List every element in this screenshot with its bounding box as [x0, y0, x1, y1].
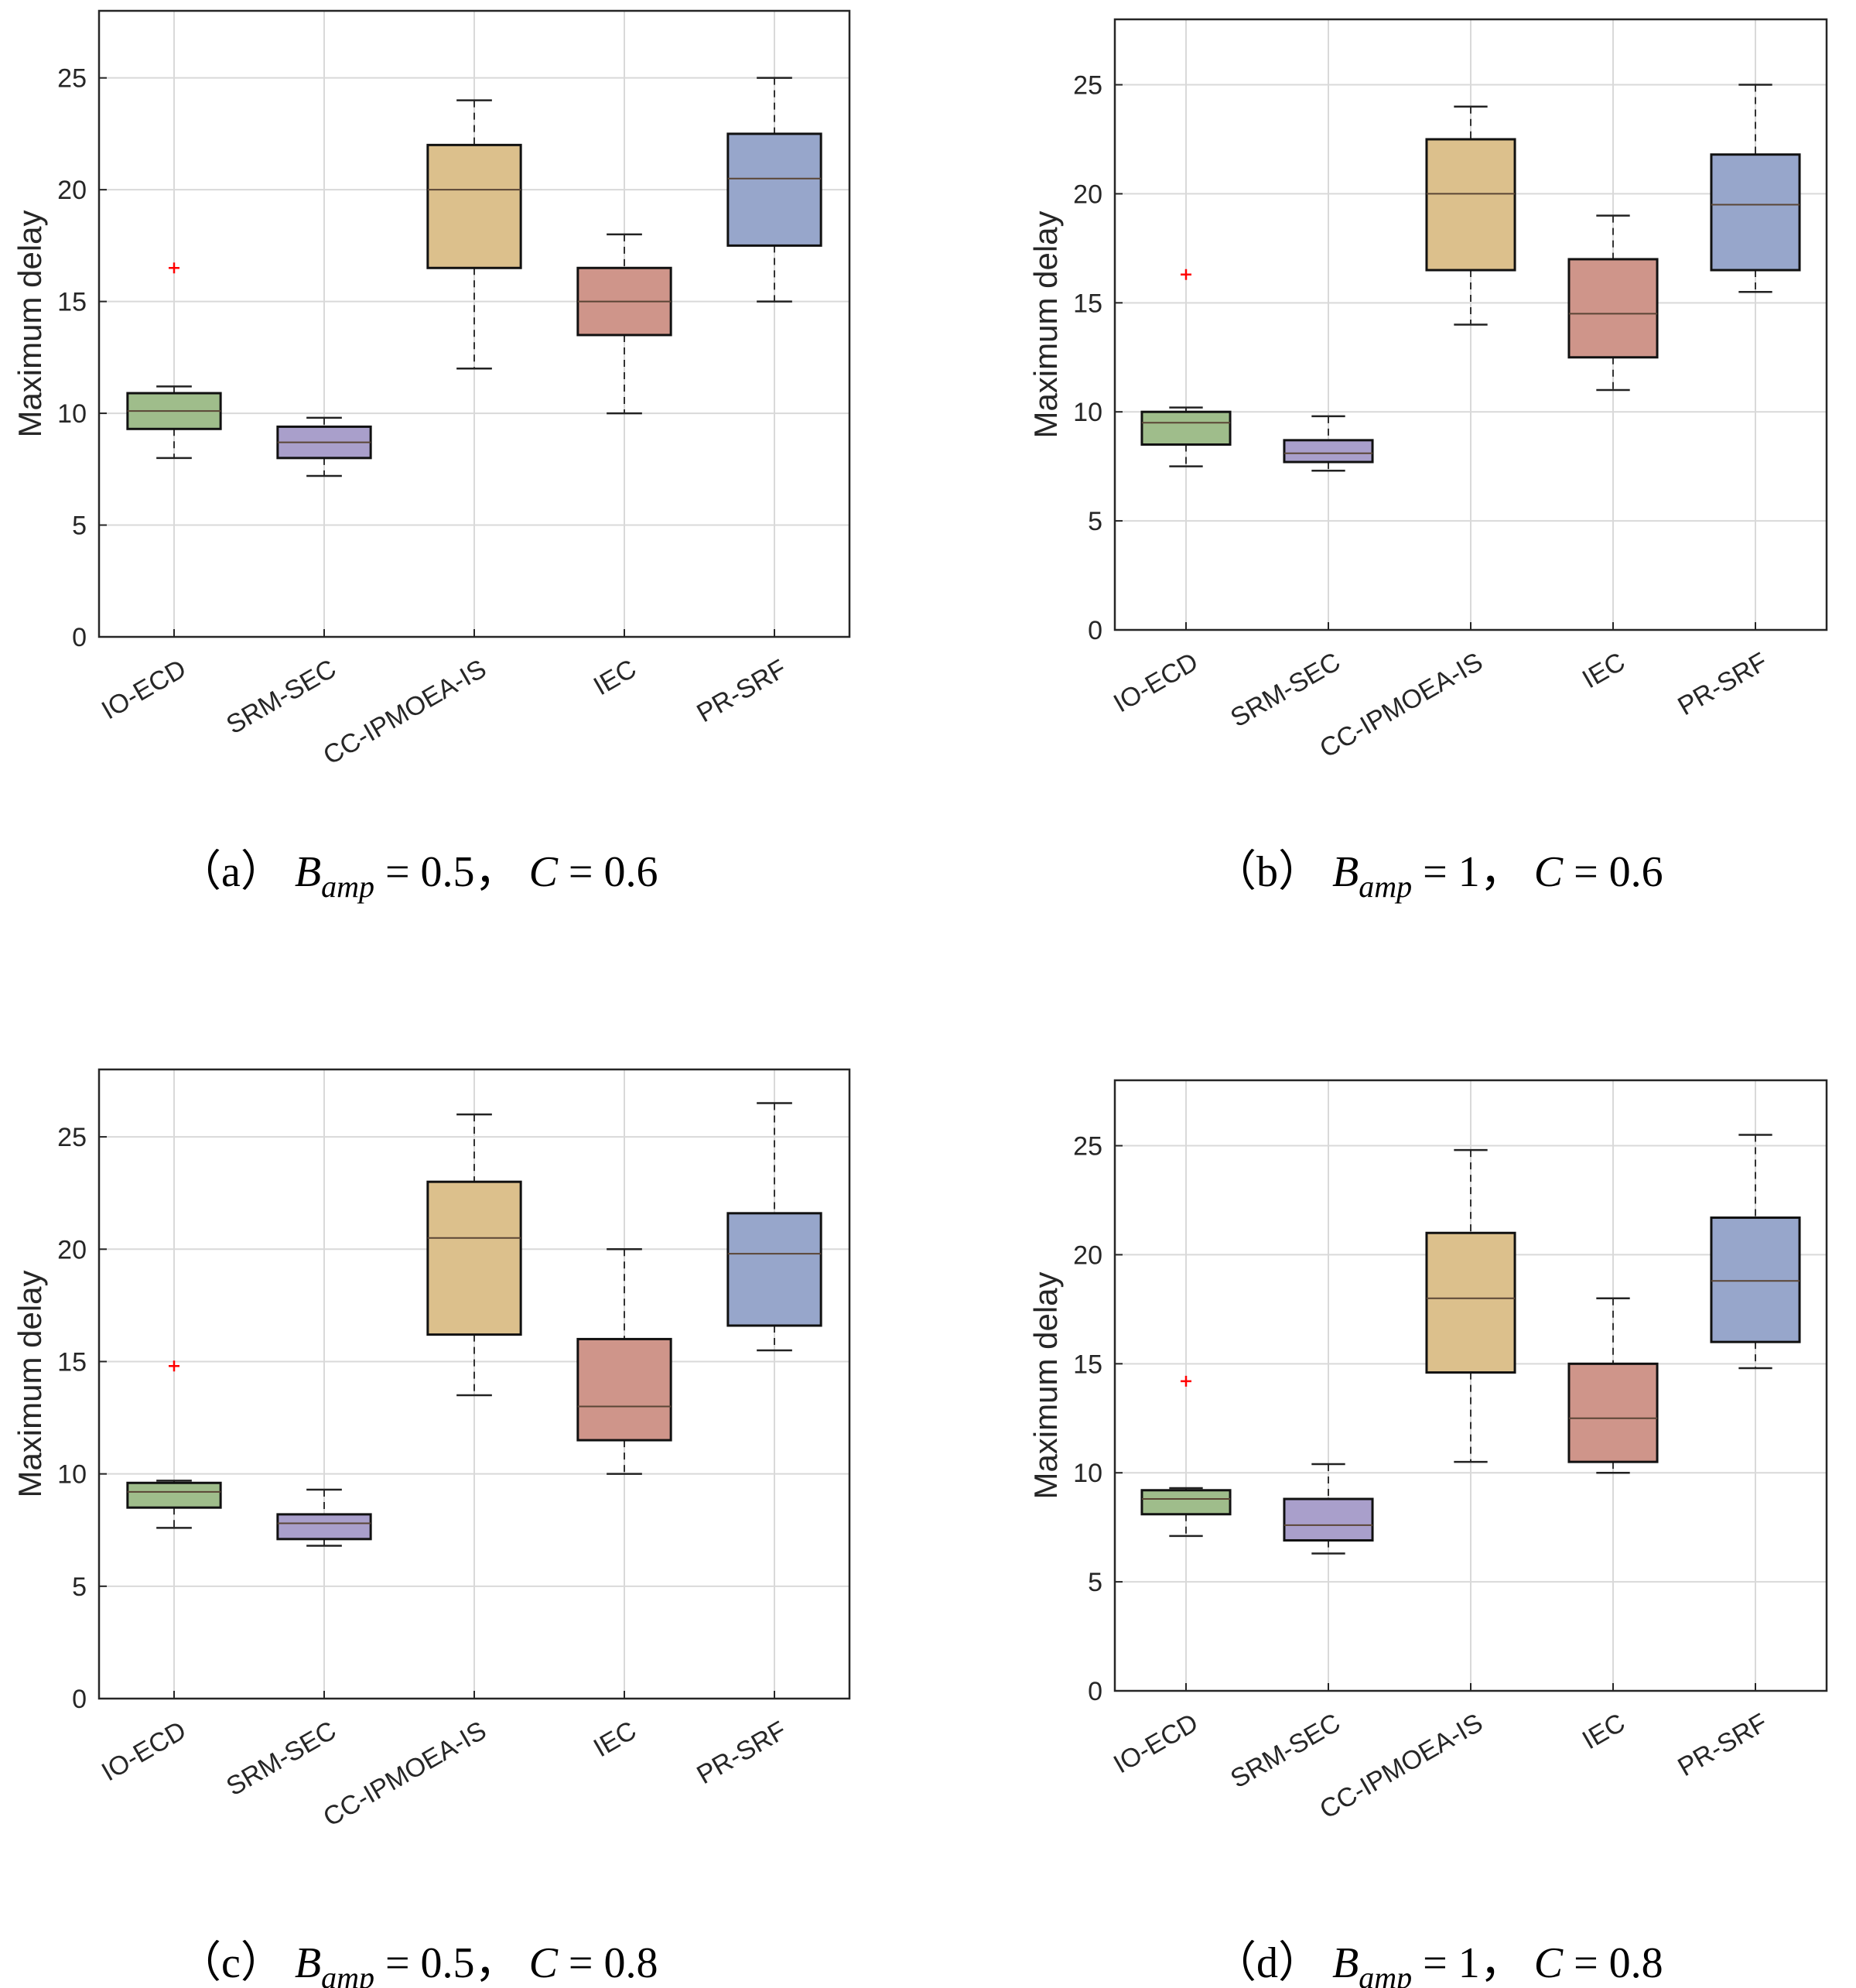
y-tick-label: 15 [57, 1347, 87, 1377]
y-tick-label: 5 [1088, 1568, 1102, 1597]
y-tick-label: 25 [1073, 1132, 1102, 1162]
y-tick-label: 15 [1073, 1350, 1102, 1379]
box-srm-sec [1283, 439, 1374, 464]
box-pr-srf [1710, 153, 1801, 272]
x-tick-label: PR-SRF [1673, 1708, 1772, 1782]
x-tick-label: PR-SRF [692, 654, 791, 728]
y-tick-label: 10 [1073, 1459, 1102, 1488]
outlier-marker [1181, 1375, 1191, 1387]
y-tick-label: 25 [57, 64, 87, 94]
y-tick-label: 5 [72, 512, 87, 541]
box-pr-srf [726, 132, 822, 247]
x-tick-label: IO-ECD [97, 1716, 191, 1787]
x-tick-label: IO-ECD [1109, 647, 1203, 718]
y-tick-label: 15 [57, 288, 87, 317]
box-srm-sec [1283, 1497, 1374, 1542]
x-tick-label: SRM-SEC [221, 1716, 341, 1802]
y-tick-label: 20 [57, 176, 87, 205]
outlier-marker [169, 262, 179, 274]
y-tick-label: 0 [1088, 616, 1102, 645]
x-tick-label: CC-IPMOEA-IS [319, 654, 491, 771]
x-tick-label: SRM-SEC [1225, 1708, 1345, 1794]
y-tick-label: 0 [72, 1685, 87, 1714]
box-cc-ipmoea-is [426, 143, 522, 269]
y-tick-label: 10 [1073, 398, 1102, 427]
y-tick-label: 20 [1073, 180, 1102, 209]
box-cc-ipmoea-is [1425, 138, 1516, 272]
panel-caption: （b） Bamp = 1， C = 0.6 [1213, 848, 1663, 904]
y-axis-label: Maximum delay [1027, 210, 1064, 438]
y-tick-label: 25 [1073, 71, 1102, 101]
x-tick-label: CC-IPMOEA-IS [319, 1716, 491, 1832]
y-tick-label: 15 [1073, 289, 1102, 318]
x-tick-label: PR-SRF [1673, 647, 1772, 721]
x-tick-label: IEC [589, 1716, 641, 1763]
box-pr-srf [1710, 1216, 1801, 1343]
y-axis-label: Maximum delay [12, 1270, 48, 1497]
y-tick-label: 25 [57, 1123, 87, 1152]
x-tick-label: SRM-SEC [1225, 647, 1345, 733]
box-cc-ipmoea-is [426, 1180, 522, 1336]
x-tick-label: IO-ECD [1109, 1708, 1203, 1779]
x-tick-label: IEC [589, 654, 641, 701]
x-tick-label: SRM-SEC [221, 654, 341, 740]
y-tick-label: 0 [1088, 1677, 1102, 1706]
panel-caption: （d） Bamp = 1， C = 0.8 [1213, 1939, 1663, 1988]
box-io-ecd [1140, 1489, 1232, 1516]
panel-caption: （c） Bamp = 0.5， C = 0.8 [178, 1939, 658, 1988]
y-axis-label: Maximum delay [1027, 1271, 1064, 1499]
box-cc-ipmoea-is [1425, 1231, 1516, 1374]
x-tick-label: PR-SRF [692, 1716, 791, 1790]
box-srm-sec [276, 1513, 372, 1541]
box-io-ecd [1140, 410, 1232, 446]
outlier-marker [169, 1360, 179, 1372]
outlier-marker [1181, 269, 1191, 280]
y-tick-label: 0 [72, 623, 87, 652]
x-tick-label: IEC [1577, 647, 1630, 694]
y-tick-label: 20 [1073, 1240, 1102, 1270]
x-tick-label: IO-ECD [97, 654, 191, 725]
y-axis-label: Maximum delay [12, 210, 48, 437]
y-tick-label: 20 [57, 1235, 87, 1264]
box-io-ecd [126, 1481, 222, 1509]
y-tick-label: 10 [57, 1460, 87, 1490]
x-tick-label: IEC [1577, 1708, 1630, 1755]
y-tick-label: 10 [57, 399, 87, 429]
box-pr-srf [726, 1212, 822, 1327]
panel-caption: （a） Bamp = 0.5， C = 0.6 [178, 848, 658, 904]
box-iec [1567, 258, 1659, 359]
box-iec [1567, 1362, 1659, 1463]
y-tick-label: 5 [72, 1572, 87, 1602]
y-tick-label: 5 [1088, 507, 1102, 536]
box-iec [576, 1337, 672, 1442]
